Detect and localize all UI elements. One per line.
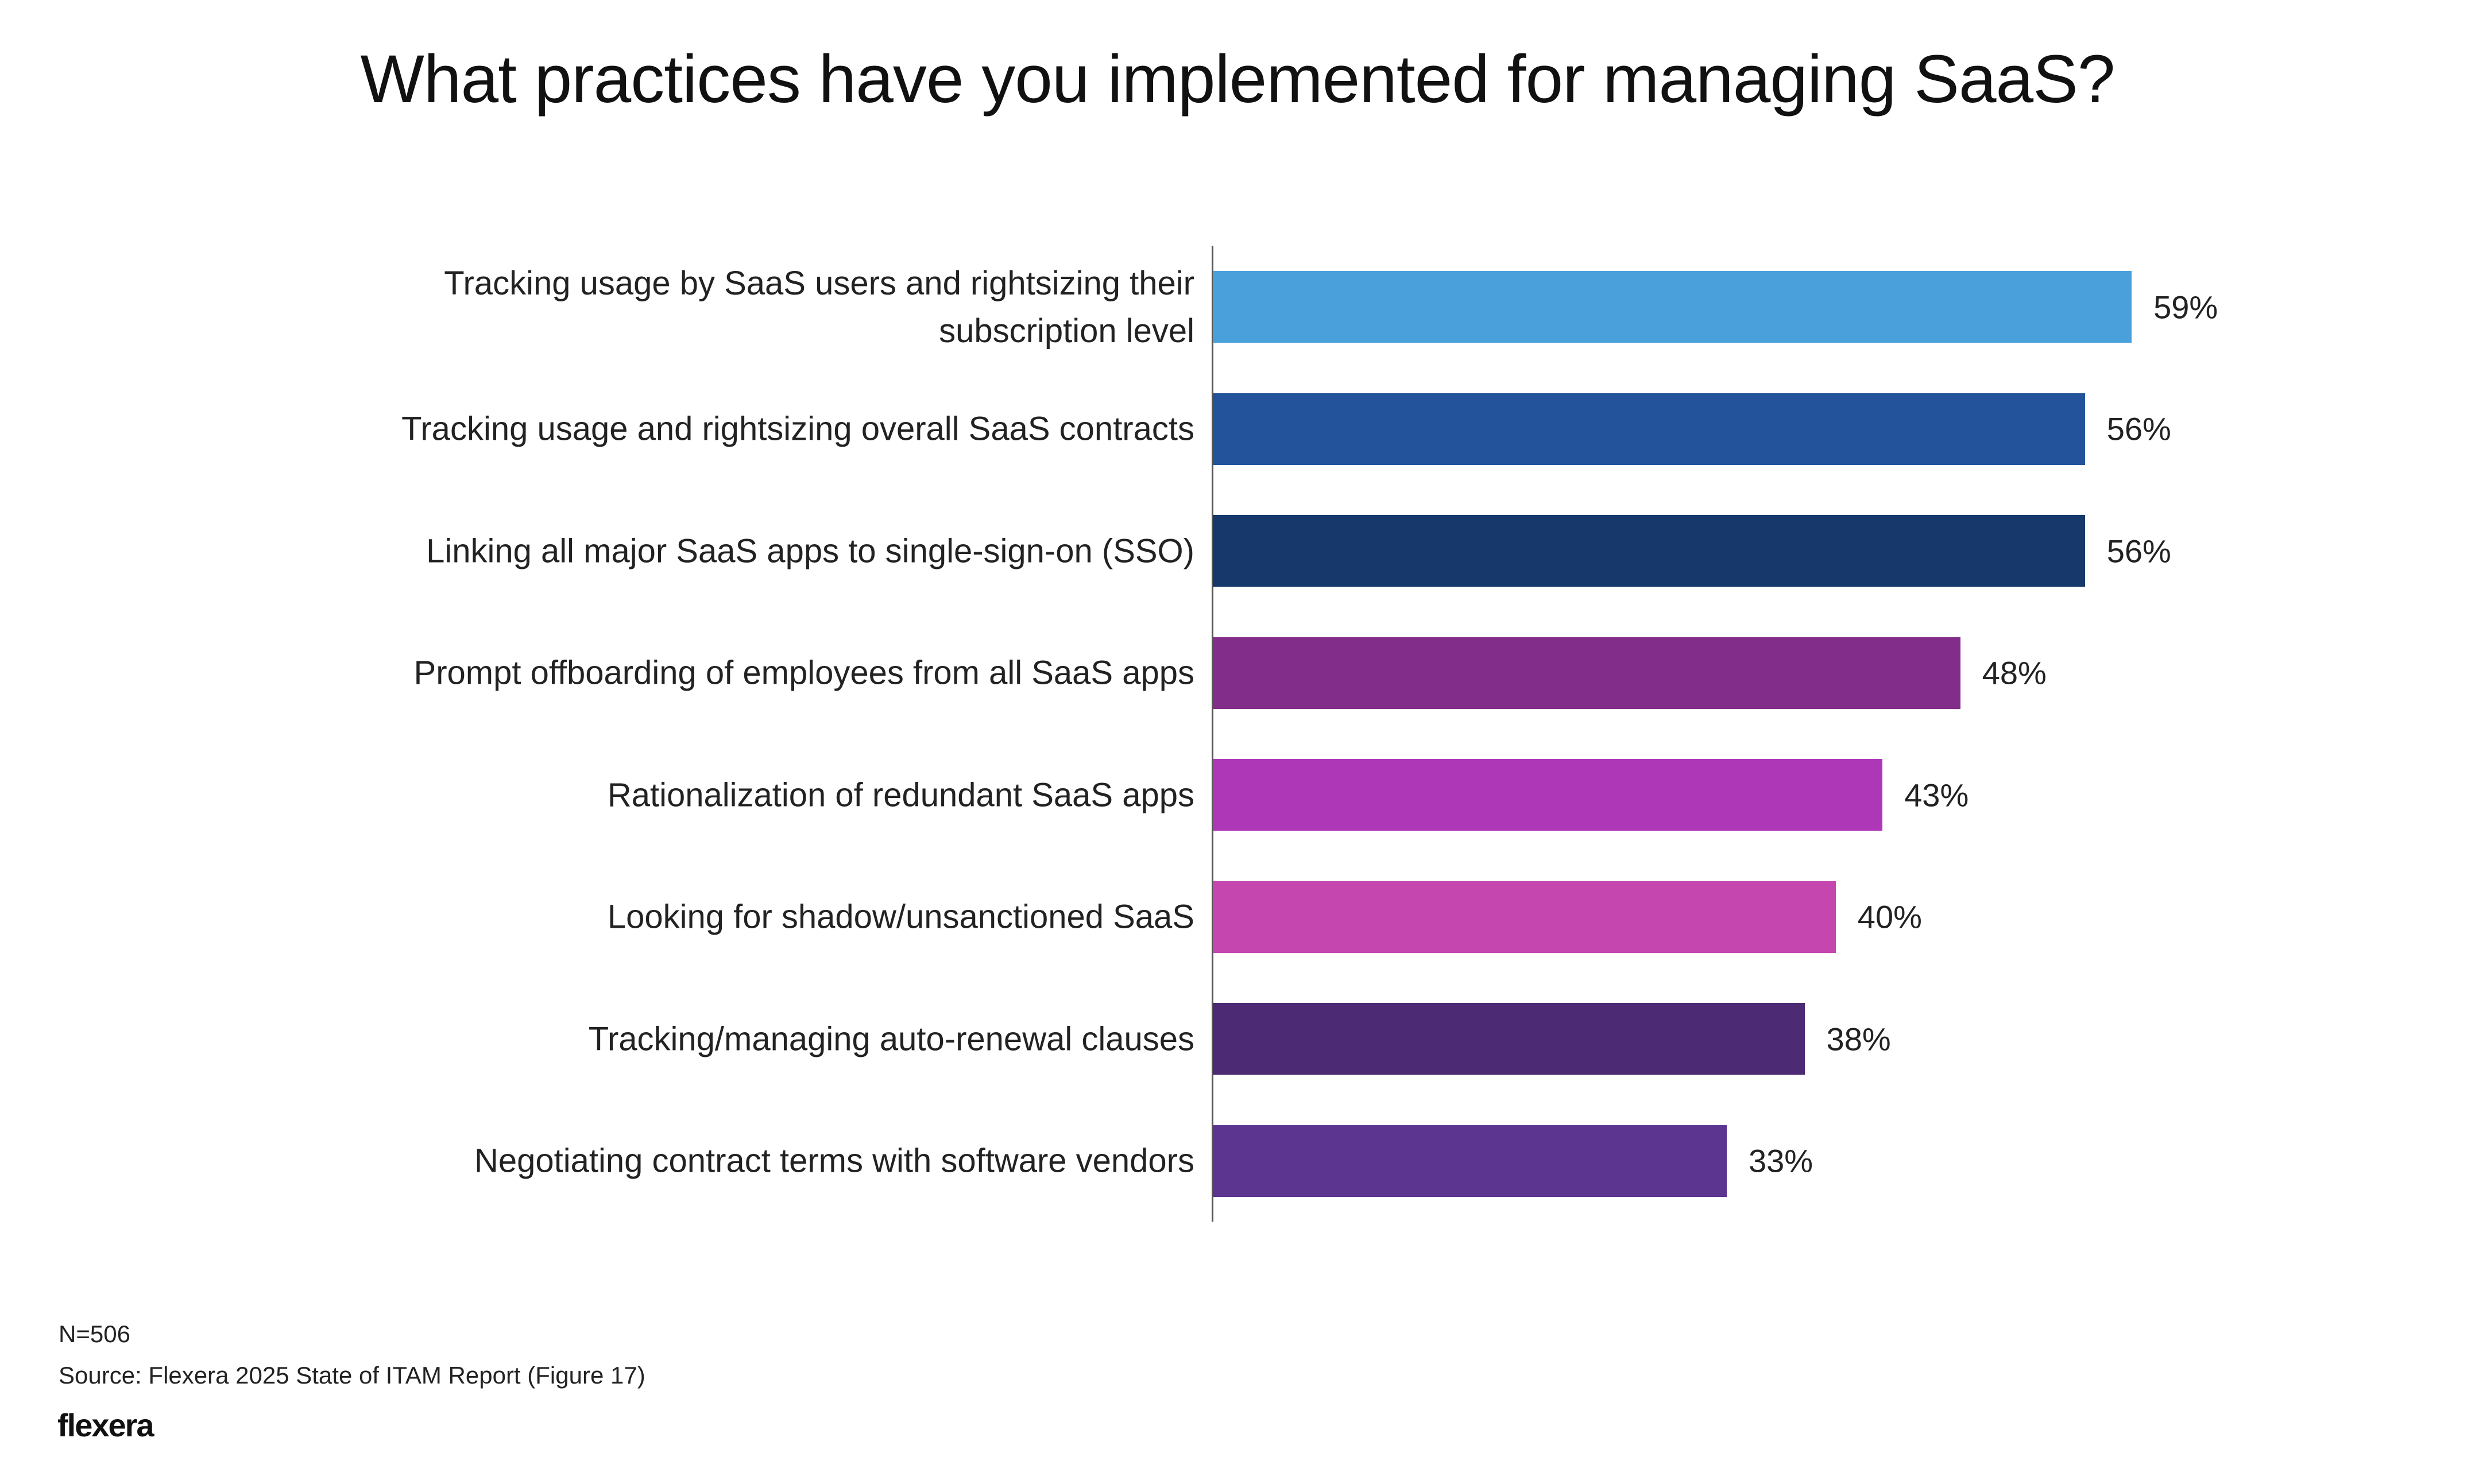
bar-row: Prompt offboarding of employees from all… (0, 637, 2475, 709)
bar-row: Tracking usage and rightsizing overall S… (0, 393, 2475, 465)
category-label: Looking for shadow/unsanctioned SaaS (607, 898, 1194, 936)
bar (1213, 271, 2132, 343)
bar-row: Tracking usage by SaaS users and rightsi… (0, 265, 2475, 350)
value-label: 38% (1826, 1021, 1891, 1057)
bar (1213, 1125, 1727, 1197)
bar (1213, 515, 2085, 587)
category-label: Tracking usage by SaaS users and rightsi… (444, 264, 1194, 350)
value-label: 56% (2106, 533, 2171, 569)
chart-title: What practices have you implemented for … (360, 41, 2115, 117)
category-label: Prompt offboarding of employees from all… (413, 654, 1194, 692)
category-label: Rationalization of redundant SaaS apps (607, 776, 1194, 813)
category-label: Tracking/managing auto-renewal clauses (588, 1020, 1194, 1057)
bar (1213, 1003, 1805, 1075)
bar-row: Negotiating contract terms with software… (0, 1125, 2475, 1197)
value-label: 48% (1982, 654, 2047, 691)
value-label: 59% (2153, 289, 2218, 325)
sample-size: N=506 (59, 1320, 130, 1347)
bar-row: Tracking/managing auto-renewal clauses 38… (0, 1003, 2475, 1075)
bar (1213, 881, 1836, 953)
category-label: Negotiating contract terms with software… (474, 1142, 1194, 1180)
flexera-logo: flexera (57, 1407, 154, 1443)
bar-row: Rationalization of redundant SaaS apps 43… (0, 759, 2475, 831)
bar-row: Looking for shadow/unsanctioned SaaS 40% (0, 881, 2475, 953)
category-label: Tracking usage and rightsizing overall S… (401, 410, 1194, 448)
value-label: 33% (1748, 1142, 1813, 1179)
bar (1213, 637, 1960, 709)
category-label: Linking all major SaaS apps to single-si… (426, 532, 1194, 569)
bar-row: Linking all major SaaS apps to single-si… (0, 515, 2475, 587)
source-note: Source: Flexera 2025 State of ITAM Repor… (59, 1362, 645, 1389)
value-label: 56% (2106, 410, 2171, 447)
bar (1213, 759, 1883, 831)
value-label: 43% (1904, 777, 1969, 813)
bar (1213, 393, 2085, 465)
value-label: 40% (1857, 898, 1922, 935)
y-axis-line (1212, 246, 1213, 1222)
